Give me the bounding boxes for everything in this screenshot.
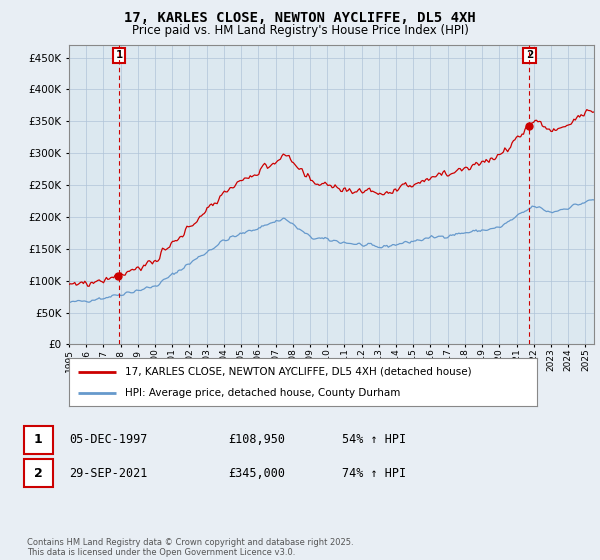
Text: £108,950: £108,950 (228, 433, 285, 446)
Text: Price paid vs. HM Land Registry's House Price Index (HPI): Price paid vs. HM Land Registry's House … (131, 24, 469, 36)
Text: 2: 2 (526, 50, 533, 60)
Text: HPI: Average price, detached house, County Durham: HPI: Average price, detached house, Coun… (125, 388, 401, 398)
Text: £345,000: £345,000 (228, 466, 285, 480)
Text: Contains HM Land Registry data © Crown copyright and database right 2025.
This d: Contains HM Land Registry data © Crown c… (27, 538, 353, 557)
Text: 17, KARLES CLOSE, NEWTON AYCLIFFE, DL5 4XH (detached house): 17, KARLES CLOSE, NEWTON AYCLIFFE, DL5 4… (125, 367, 472, 377)
Text: 29-SEP-2021: 29-SEP-2021 (69, 466, 148, 480)
Text: 05-DEC-1997: 05-DEC-1997 (69, 433, 148, 446)
Text: 17, KARLES CLOSE, NEWTON AYCLIFFE, DL5 4XH: 17, KARLES CLOSE, NEWTON AYCLIFFE, DL5 4… (124, 11, 476, 25)
Text: 54% ↑ HPI: 54% ↑ HPI (342, 433, 406, 446)
Text: 1: 1 (34, 433, 43, 446)
Text: 1: 1 (116, 50, 123, 60)
Text: 74% ↑ HPI: 74% ↑ HPI (342, 466, 406, 480)
Text: 2: 2 (34, 466, 43, 480)
